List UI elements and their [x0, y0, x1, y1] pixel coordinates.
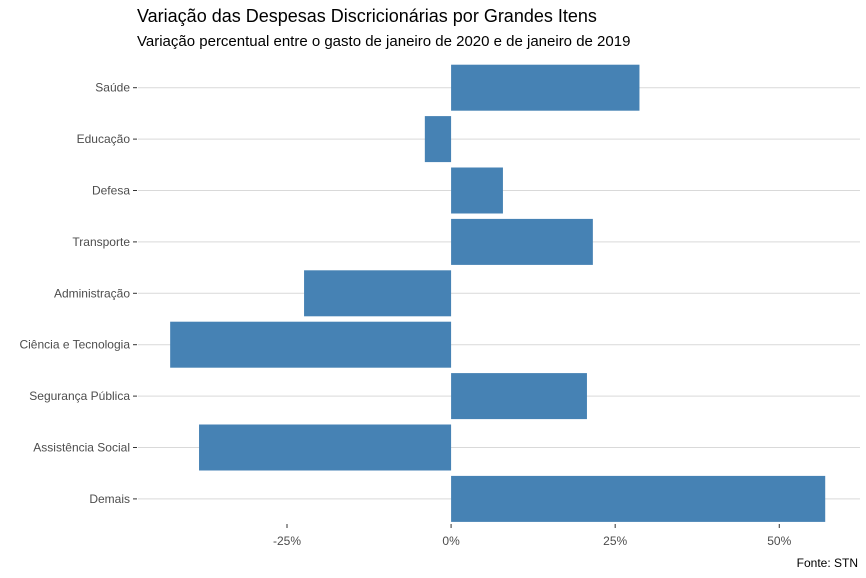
x-tick-label: -25% — [273, 534, 301, 548]
bar — [199, 424, 452, 471]
bar — [451, 373, 587, 420]
y-tick-label: Transporte — [72, 235, 130, 249]
y-tick-label: Assistência Social — [33, 441, 130, 455]
bar — [170, 321, 452, 368]
y-tick-label: Defesa — [92, 184, 130, 198]
y-tick-label: Demais — [89, 492, 130, 506]
bar — [451, 475, 826, 522]
bar — [451, 167, 503, 214]
y-tick-label: Ciência e Tecnologia — [19, 338, 130, 352]
y-tick-label: Saúde — [95, 81, 130, 95]
x-tick-label: 0% — [442, 534, 460, 548]
chart-caption: Fonte: STN — [796, 556, 858, 570]
chart-title: Variação das Despesas Discricionárias po… — [137, 6, 597, 26]
bar — [304, 270, 452, 317]
y-tick-label: Administração — [54, 286, 130, 300]
x-tick-label: 50% — [767, 534, 791, 548]
chart-subtitle: Variação percentual entre o gasto de jan… — [137, 33, 631, 50]
bar — [424, 116, 452, 163]
bar — [451, 64, 640, 111]
y-tick-label: Segurança Pública — [29, 389, 130, 403]
x-tick-label: 25% — [603, 534, 627, 548]
y-tick-label: Educação — [77, 132, 131, 146]
bar — [451, 218, 593, 265]
